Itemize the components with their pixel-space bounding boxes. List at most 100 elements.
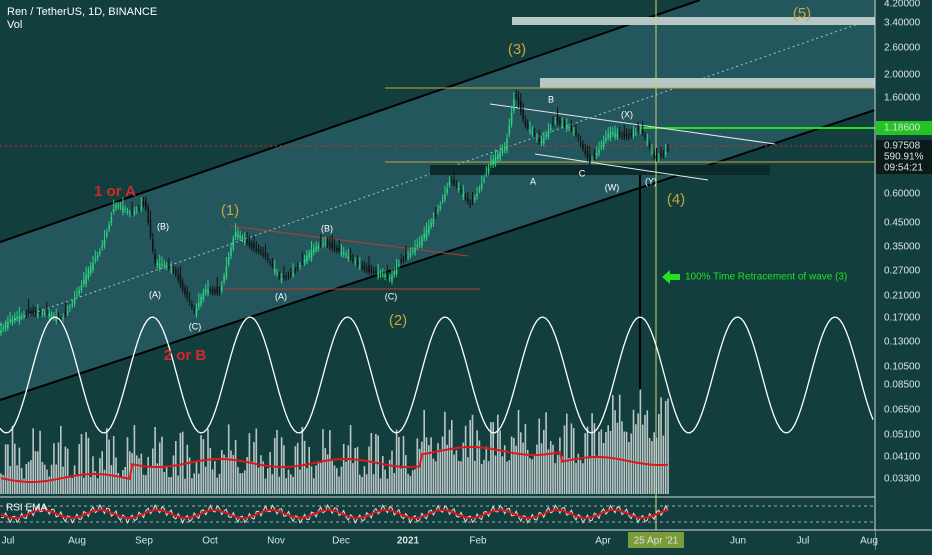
candle-body bbox=[191, 303, 193, 307]
cycle-wave bbox=[0, 316, 874, 434]
volume-bar bbox=[138, 458, 140, 494]
volume-bar bbox=[333, 465, 336, 494]
symbol-title: Ren / TetherUS, 1D, BINANCE bbox=[7, 6, 157, 18]
rsi-label: RSI EMA bbox=[6, 503, 47, 514]
volume-bar bbox=[149, 466, 152, 494]
volume-bar bbox=[361, 476, 363, 494]
volume-bar bbox=[299, 469, 301, 494]
candle-body bbox=[630, 132, 632, 136]
candle-body bbox=[216, 286, 218, 293]
volume-bar bbox=[563, 425, 566, 494]
volume-bar bbox=[122, 470, 124, 494]
volume-bar bbox=[99, 458, 101, 494]
price-label: 3.40000 bbox=[884, 18, 921, 29]
volume-bar bbox=[119, 477, 122, 494]
candle-body bbox=[370, 269, 373, 273]
candle-body bbox=[405, 254, 407, 259]
volume-bar bbox=[317, 460, 320, 494]
volume-bar bbox=[285, 478, 287, 494]
candle-body bbox=[283, 275, 285, 278]
candle-body bbox=[115, 204, 117, 209]
candle-body bbox=[497, 154, 499, 159]
candle-body bbox=[347, 255, 350, 259]
volume-bar bbox=[117, 473, 120, 494]
volume-bar bbox=[195, 461, 198, 494]
candle-body bbox=[145, 200, 147, 209]
volume-bar bbox=[418, 448, 421, 494]
candle-body bbox=[533, 133, 536, 135]
volume-bar bbox=[342, 443, 345, 494]
candle-body bbox=[662, 154, 665, 156]
volume-bar bbox=[296, 442, 299, 494]
price-badge bbox=[876, 162, 932, 174]
volume-bar bbox=[372, 474, 375, 494]
candle-body bbox=[506, 138, 508, 151]
sub-label: (A) bbox=[149, 289, 161, 299]
candle-body bbox=[469, 203, 471, 205]
price-badge bbox=[876, 151, 932, 163]
candle-body bbox=[122, 207, 124, 213]
candle-body bbox=[306, 255, 308, 262]
candle-body bbox=[292, 273, 294, 276]
candle-body bbox=[92, 262, 94, 270]
price-label: 0.10500 bbox=[884, 362, 921, 373]
alt-label: 2 or B bbox=[164, 347, 207, 364]
candle-body bbox=[278, 275, 281, 278]
volume-bar bbox=[444, 411, 446, 494]
candle-body bbox=[363, 265, 366, 270]
candle-body bbox=[572, 130, 575, 133]
volume-bar bbox=[582, 463, 584, 494]
volume-bar bbox=[453, 454, 455, 494]
volume-bar bbox=[561, 456, 563, 494]
volume-bar bbox=[308, 446, 310, 494]
volume-bar bbox=[48, 476, 51, 494]
candle-body bbox=[129, 213, 131, 215]
volume-bar bbox=[202, 439, 205, 494]
volume-bar bbox=[294, 446, 297, 494]
volume-bar bbox=[216, 477, 218, 494]
volume-bar bbox=[158, 442, 161, 494]
candle-body bbox=[179, 274, 182, 286]
volume-bar bbox=[340, 466, 343, 494]
candle-body bbox=[198, 302, 200, 308]
channel-bottom bbox=[0, 109, 876, 401]
candle-body bbox=[432, 218, 435, 224]
candle-body bbox=[299, 265, 301, 267]
volume-bar bbox=[492, 422, 494, 494]
volume-bar bbox=[411, 470, 414, 494]
volume-bar bbox=[124, 467, 126, 494]
volume-bar bbox=[517, 409, 520, 494]
volume-bar bbox=[508, 460, 511, 494]
candle-body bbox=[600, 145, 603, 148]
volume-bar bbox=[386, 478, 389, 494]
volume-bar bbox=[391, 450, 393, 494]
candle-body bbox=[184, 287, 186, 295]
candle-body bbox=[227, 257, 230, 265]
volume-bar bbox=[547, 449, 550, 494]
candle-body bbox=[368, 265, 370, 273]
candle-body bbox=[628, 136, 630, 138]
volume-bar bbox=[395, 429, 398, 494]
volume-bar bbox=[506, 461, 508, 494]
candle-body bbox=[60, 319, 62, 321]
volume-bar bbox=[131, 453, 133, 494]
candle-body bbox=[359, 266, 361, 268]
volume-bar bbox=[549, 441, 552, 494]
candle-body bbox=[50, 314, 53, 317]
volume-bar bbox=[589, 458, 591, 494]
volume-bar bbox=[625, 431, 628, 494]
candle-body bbox=[260, 249, 262, 253]
candle-body bbox=[232, 238, 235, 249]
candle-body bbox=[382, 273, 384, 275]
candle-body bbox=[34, 310, 37, 314]
candle-body bbox=[598, 149, 600, 154]
candle-body bbox=[2, 327, 5, 330]
volume-bar bbox=[646, 410, 649, 494]
candle-body bbox=[584, 150, 586, 154]
candle-body bbox=[372, 271, 375, 273]
volume-bar bbox=[161, 436, 163, 494]
volume-bar bbox=[566, 413, 568, 494]
volume-bar bbox=[644, 414, 646, 494]
candle-body bbox=[543, 137, 545, 144]
price-label: 0.60000 bbox=[884, 189, 921, 200]
